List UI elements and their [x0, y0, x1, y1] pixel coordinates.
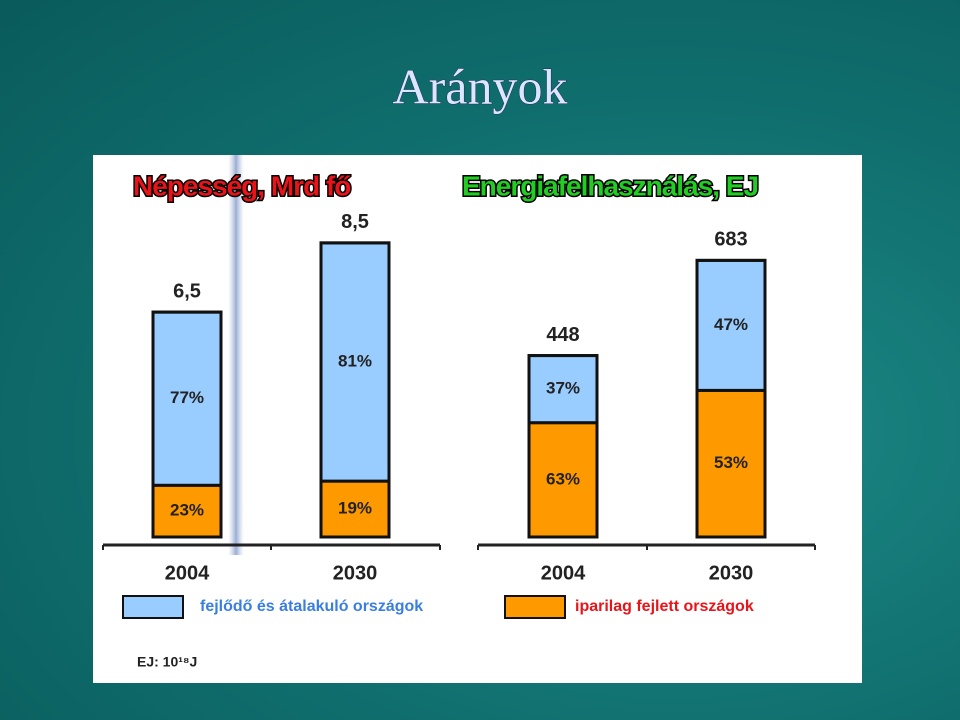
bar-segment [695, 258, 767, 392]
total-label: 6,5 [173, 280, 201, 302]
x-tick-label: 2004 [165, 562, 210, 584]
x-tick-label: 2030 [709, 562, 754, 584]
total-label: 8,5 [341, 211, 369, 233]
segment-label: 77% [170, 388, 204, 407]
bar-outline [151, 310, 223, 539]
legend-label: fejlődő és átalakuló országok [200, 598, 423, 615]
x-tick-label: 2004 [541, 562, 586, 584]
segment-label: 19% [338, 499, 372, 518]
legend-label: iparilag fejlett országok [575, 598, 754, 615]
total-label: 448 [546, 324, 579, 346]
segment-label: 37% [546, 379, 580, 398]
legend-swatch [122, 595, 184, 619]
chart-title: Energiafelhasználás, EJ [462, 170, 758, 201]
stripe [228, 155, 244, 555]
segment-label: 63% [546, 469, 580, 488]
bar-outline [527, 354, 599, 539]
bar-outline [695, 258, 767, 539]
x-tick-label: 2030 [333, 562, 378, 584]
segment-label: 53% [714, 453, 748, 472]
bar-segment [151, 310, 223, 487]
slide-title: Arányok [393, 58, 568, 114]
note: EJ: 10¹⁸J [137, 654, 197, 670]
segment-label: 81% [338, 351, 372, 370]
bar-outline [319, 241, 391, 539]
segment-label: 47% [714, 315, 748, 334]
total-label: 683 [714, 229, 747, 251]
segment-label: 23% [170, 501, 204, 520]
legend-swatch [504, 595, 566, 619]
chart-title: Népesség, Mrd fő [133, 170, 351, 201]
